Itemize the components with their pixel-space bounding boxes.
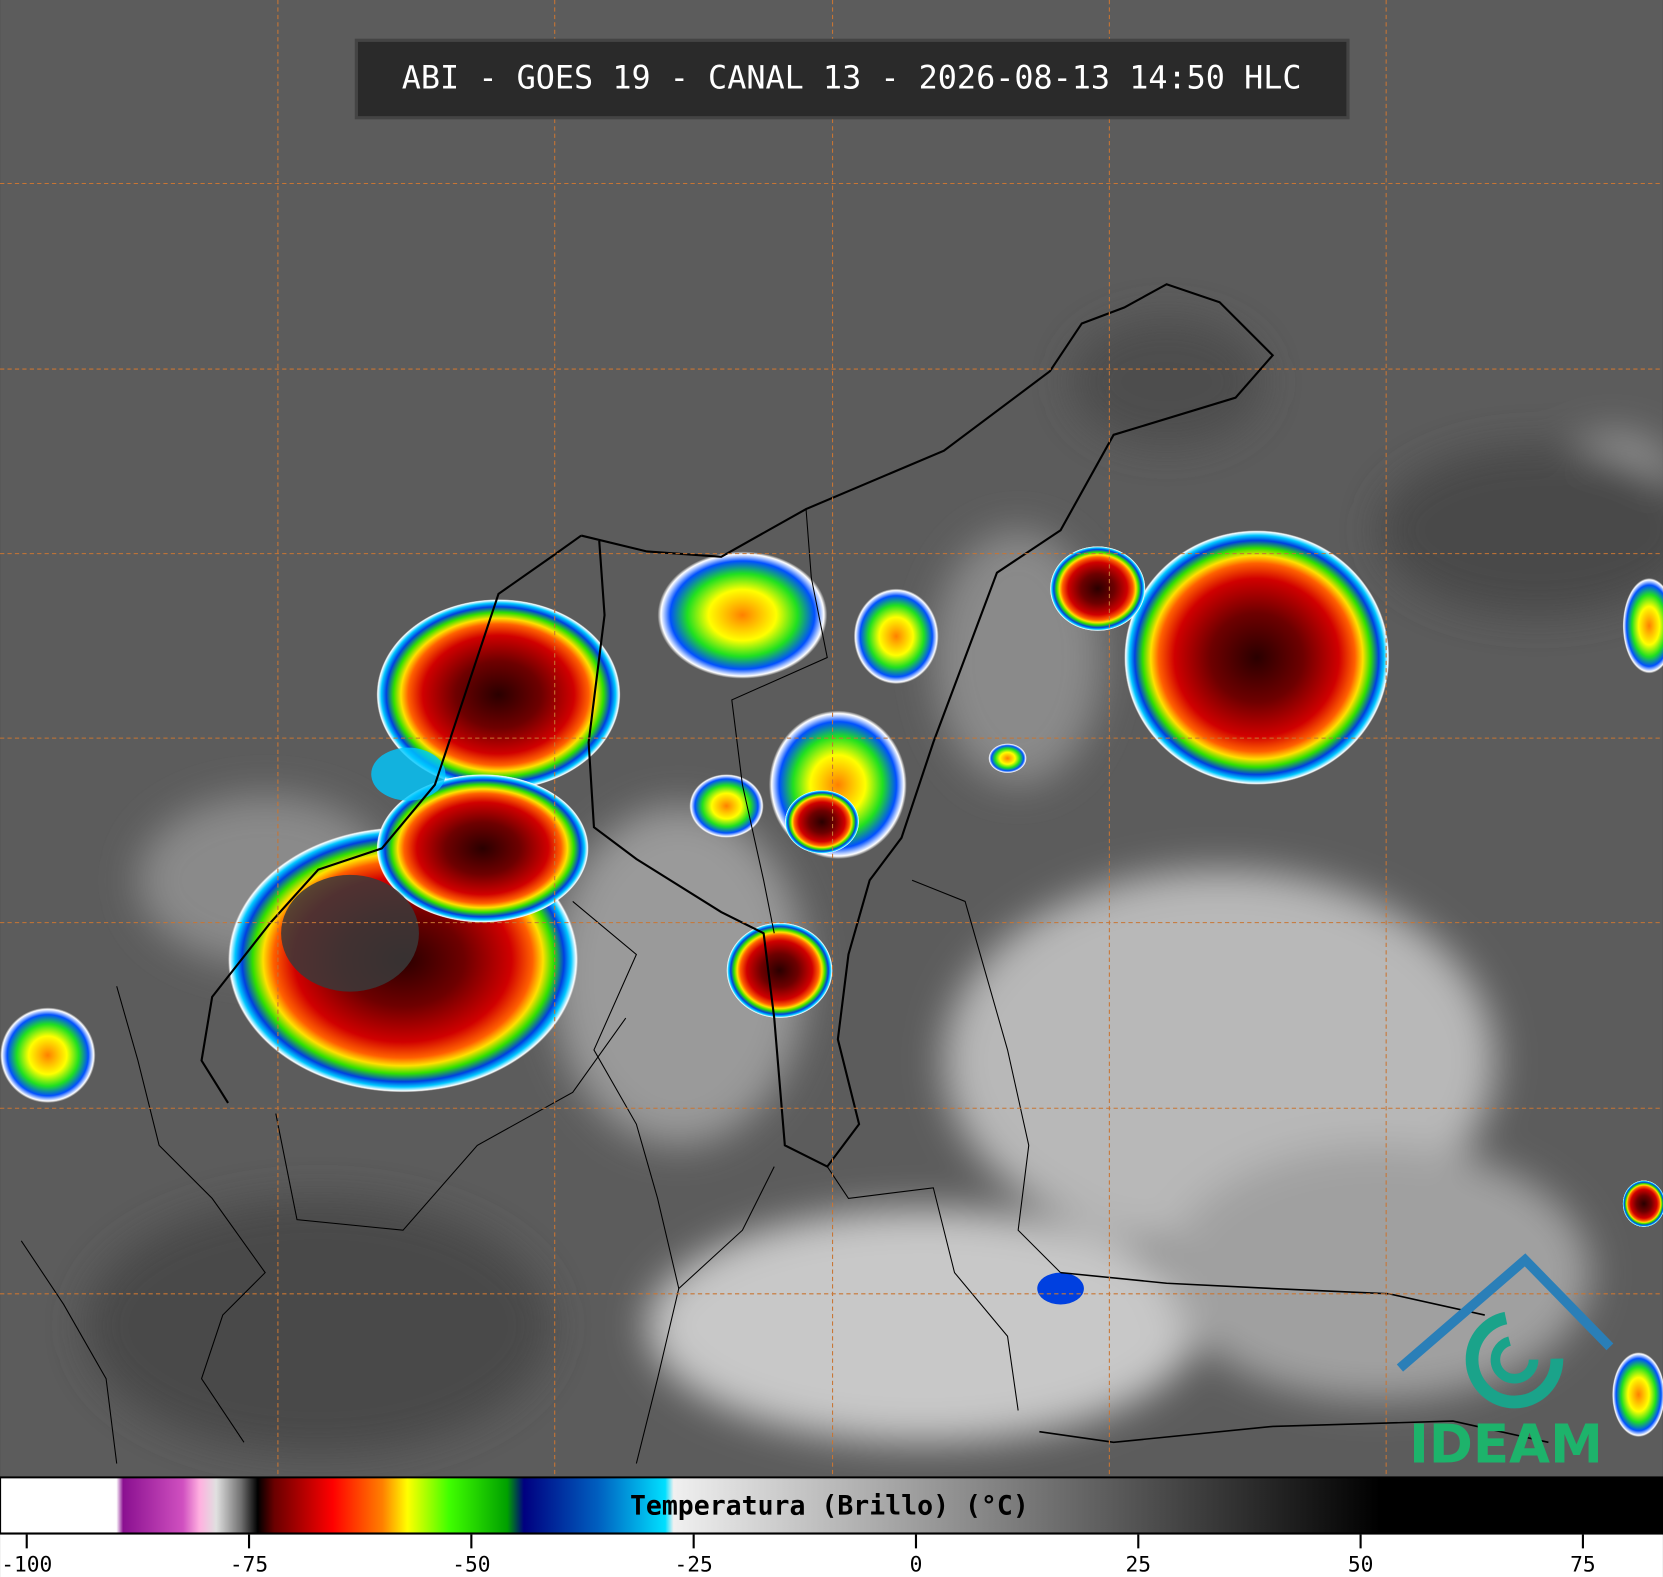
tick-label: 75 — [1570, 1552, 1596, 1577]
tick-label: -75 — [230, 1552, 268, 1577]
title-box — [354, 38, 1350, 120]
borders — [20, 283, 1549, 1464]
tick-label: 50 — [1348, 1552, 1374, 1577]
tick-label: -100 — [1, 1552, 52, 1577]
lat-lon-grid — [0, 0, 1663, 1477]
tick-label: 25 — [1126, 1552, 1152, 1577]
convective-cells — [0, 530, 1663, 1437]
tick-label: 0 — [910, 1552, 923, 1577]
colorbar-ticks: -100 -75 -50 -25 0 25 50 75 — [1, 1534, 1596, 1577]
title: ABI - GOES 19 - CANAL 13 - 2026-08-13 14… — [402, 59, 1302, 97]
logo-text: IDEAM — [1409, 1413, 1603, 1475]
colorbar — [0, 1476, 1663, 1535]
tick-label: -25 — [675, 1552, 713, 1577]
logo: IDEAM — [1396, 1253, 1614, 1475]
tick-label: -50 — [452, 1552, 490, 1577]
colorbar-label: Temperatura (Brillo) (°C) — [630, 1491, 1029, 1522]
